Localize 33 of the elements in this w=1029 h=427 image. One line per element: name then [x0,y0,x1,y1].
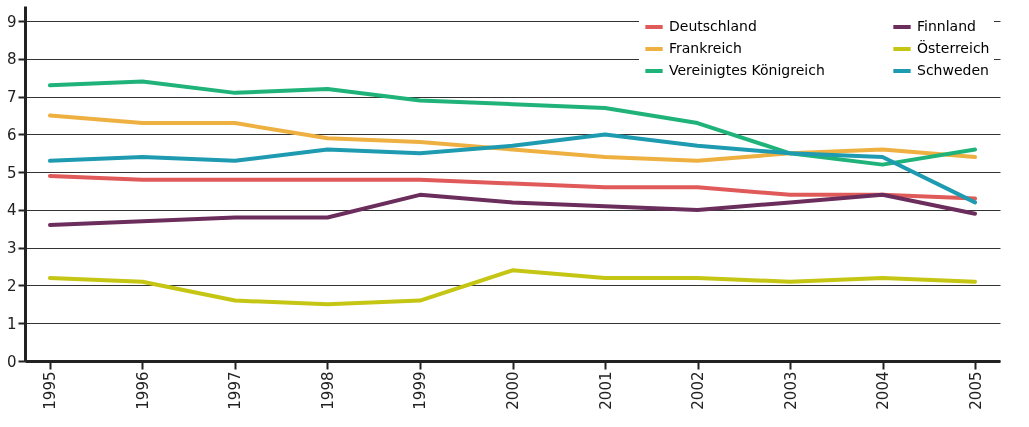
legend-label: Schweden [917,62,989,78]
y-tick-label: 4 [6,201,17,220]
legend-label: Österreich [917,39,990,56]
x-tick-label: 2005 [966,371,985,410]
x-tick-label: 1999 [411,371,430,410]
x-tick-label: 1995 [41,371,60,410]
x-tick-label: 2001 [596,371,615,410]
x-tick-label: 1998 [318,371,337,410]
x-tick-label: 1996 [133,371,152,410]
line-series [47,268,978,307]
line-series [47,79,978,167]
y-tick-label: 6 [6,125,17,144]
y-tick-label: 3 [6,239,17,258]
x-tick-label: 2000 [504,371,522,410]
x-tick-label: 2004 [874,371,893,410]
line-series [47,173,978,201]
x-tick-label: 1997 [226,371,245,410]
x-tick-label: 2003 [781,371,800,410]
legend-label: Finnland [917,18,976,34]
y-tick-label: 7 [6,88,17,107]
y-tick-label: 1 [6,314,17,333]
y-tick-label: 8 [6,50,17,69]
legend-label: Frankreich [669,40,742,56]
line-series [47,113,978,163]
y-tick-label: 2 [6,276,17,295]
line-series [47,132,978,205]
legend-label: Deutschland [669,18,757,34]
legend-label: Vereinigtes Königreich [669,62,825,78]
line-series [47,192,978,228]
x-tick-label: 2002 [689,371,708,410]
y-tick-label: 5 [6,163,17,182]
y-tick-label: 9 [6,12,17,31]
y-tick-label: 0 [6,352,17,371]
